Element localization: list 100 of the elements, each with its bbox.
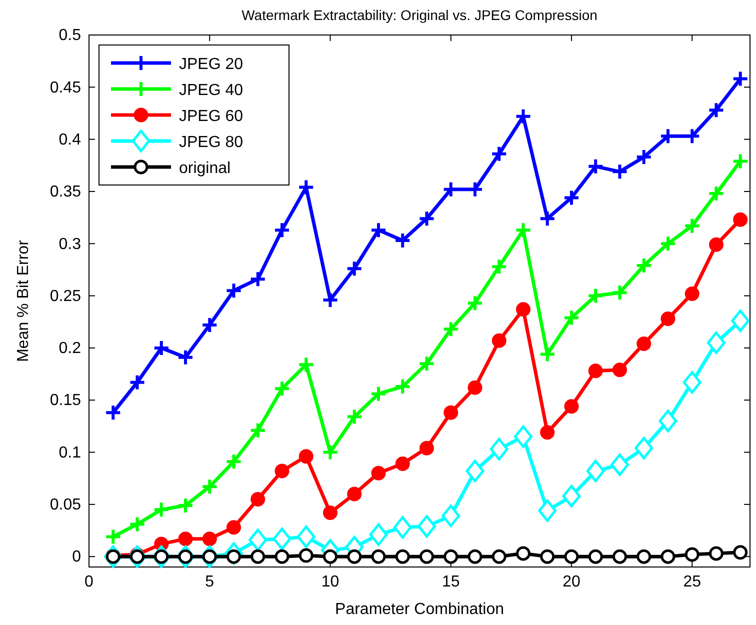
legend-label: JPEG 60 xyxy=(179,108,244,125)
point xyxy=(250,492,266,506)
chart-title: Watermark Extractability: Original vs. JPEG Compression xyxy=(242,7,598,23)
point xyxy=(418,210,436,228)
point xyxy=(250,549,266,564)
point xyxy=(588,364,603,378)
point xyxy=(538,499,557,522)
point xyxy=(322,506,338,520)
point xyxy=(658,410,678,432)
point xyxy=(417,515,436,538)
point xyxy=(201,316,218,334)
point xyxy=(708,102,725,119)
point xyxy=(514,425,532,448)
point xyxy=(612,549,627,564)
point xyxy=(733,212,748,227)
point xyxy=(538,210,556,228)
point xyxy=(202,532,217,546)
point xyxy=(610,454,629,476)
x-tick-label: 5 xyxy=(205,573,214,590)
y-tick-label: 0.25 xyxy=(50,288,82,305)
x-axis-title: Parameter Combination xyxy=(335,601,504,618)
point xyxy=(468,380,482,395)
point xyxy=(322,444,339,461)
y-tick-label: 0.4 xyxy=(58,131,82,148)
point xyxy=(466,460,484,482)
point xyxy=(444,549,458,564)
point xyxy=(419,549,434,564)
point xyxy=(588,549,603,564)
point xyxy=(369,523,388,546)
point xyxy=(612,362,627,378)
point xyxy=(419,440,434,456)
x-tick-label: 20 xyxy=(562,573,580,590)
point xyxy=(468,549,482,564)
point xyxy=(128,516,146,533)
point xyxy=(370,385,387,402)
point xyxy=(442,180,460,198)
point xyxy=(346,408,363,426)
point xyxy=(394,232,412,249)
point xyxy=(298,548,314,563)
point xyxy=(347,486,362,502)
y-tick-label: 0.3 xyxy=(58,236,82,253)
point xyxy=(636,549,652,564)
legend-label: original xyxy=(179,160,231,177)
point xyxy=(684,286,700,301)
y-tick-label: 0.2 xyxy=(58,340,82,358)
point xyxy=(684,128,701,145)
point xyxy=(442,504,460,528)
point xyxy=(298,178,315,196)
point xyxy=(635,148,652,166)
point xyxy=(178,532,193,546)
point xyxy=(564,399,579,414)
point xyxy=(296,526,316,548)
point xyxy=(733,545,748,560)
point xyxy=(394,378,412,396)
legend-label: JPEG 80 xyxy=(179,134,244,151)
point xyxy=(706,331,726,354)
point xyxy=(152,501,170,518)
point xyxy=(708,546,724,561)
point xyxy=(347,549,362,564)
point xyxy=(346,260,363,278)
point xyxy=(684,217,701,234)
point xyxy=(564,549,579,564)
point xyxy=(514,108,532,125)
point xyxy=(226,520,241,535)
point xyxy=(684,547,700,562)
point xyxy=(659,128,676,145)
point xyxy=(176,348,194,366)
point xyxy=(514,222,532,239)
point xyxy=(562,309,580,326)
point xyxy=(490,438,508,460)
point xyxy=(274,464,290,478)
point xyxy=(660,549,676,564)
point xyxy=(104,404,122,422)
x-tick-label: 0 xyxy=(84,573,94,590)
y-tick-label: 0.45 xyxy=(50,79,82,96)
point xyxy=(516,302,530,317)
point xyxy=(395,549,410,564)
point xyxy=(586,460,605,482)
point xyxy=(611,163,628,180)
point xyxy=(274,549,290,564)
point xyxy=(636,336,652,352)
point xyxy=(152,339,170,356)
point xyxy=(104,528,122,546)
point xyxy=(492,549,506,564)
point xyxy=(490,258,508,276)
point xyxy=(444,405,458,420)
y-tick-label: 0.35 xyxy=(50,184,82,201)
point xyxy=(540,549,555,564)
point xyxy=(248,528,268,552)
y-tick-label: 0.5 xyxy=(58,27,82,44)
y-axis-title: Mean % Bit Error xyxy=(15,239,32,362)
point xyxy=(562,189,580,206)
point xyxy=(272,528,292,550)
point xyxy=(442,320,460,338)
point xyxy=(660,311,676,326)
point xyxy=(273,222,290,239)
legend-label: JPEG 20 xyxy=(179,56,244,73)
point xyxy=(322,549,338,564)
point xyxy=(490,145,508,162)
point xyxy=(128,374,146,391)
